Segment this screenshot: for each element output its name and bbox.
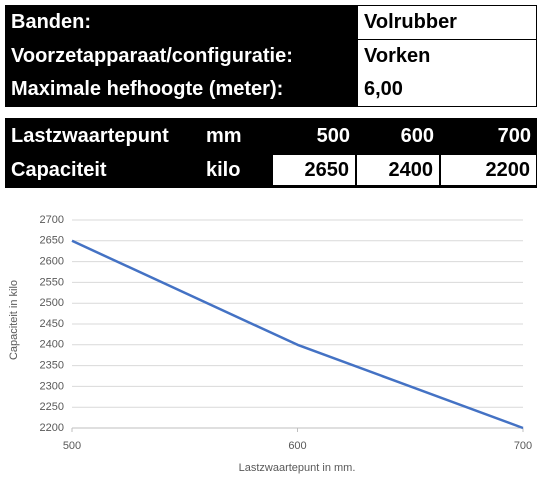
y-tick-label: 2450 [40,318,64,330]
x-axis-title: Lastzwaartepunt in mm. [239,462,356,474]
chart: Capaciteit in kilo Lastzwaartepunt in mm… [8,214,532,474]
row-label: Capaciteit [11,159,107,181]
info-label: Maximale hefhoogte (meter): [11,78,284,100]
unit: mm [206,125,242,147]
y-tick-label: 2500 [40,297,64,309]
y-tick-label: 2650 [40,235,64,247]
y-tick-label: 2350 [40,360,64,372]
x-tick-label: 700 [514,440,532,452]
y-tick-label: 2200 [40,422,64,434]
y-tick-label: 2700 [40,214,64,226]
unit: kilo [206,159,241,181]
table-cell: 600 [400,125,434,147]
capacity-table: Lastzwaartepunt mm 500 600 700 Capacitei… [5,118,537,188]
y-tick-label: 2400 [40,339,64,351]
table-cell: 2200 [440,154,537,186]
info-value: 6,00 [358,73,536,106]
table-cell: 700 [497,125,531,147]
row-label: Lastzwaartepunt [11,125,169,147]
x-tick-label: 600 [288,440,306,452]
info-value: Volrubber [358,6,536,39]
table-cell: 2400 [356,154,440,186]
line [71,239,524,430]
table-cell: 2650 [272,154,356,186]
y-tick-label: 2300 [40,380,64,392]
table-cell: 500 [316,125,350,147]
y-axis-title: Capaciteit in kilo [8,280,20,360]
y-tick-label: 2550 [40,276,64,288]
info-table: Banden: Volrubber Voorzetapparaat/config… [5,5,537,107]
info-value: Vorken [358,40,536,73]
info-label: Banden: [11,11,91,33]
info-label: Voorzetapparaat/configuratie: [11,45,293,67]
y-tick-label: 2250 [40,401,64,413]
y-tick-label: 2600 [40,256,64,268]
x-tick-label: 500 [63,440,81,452]
